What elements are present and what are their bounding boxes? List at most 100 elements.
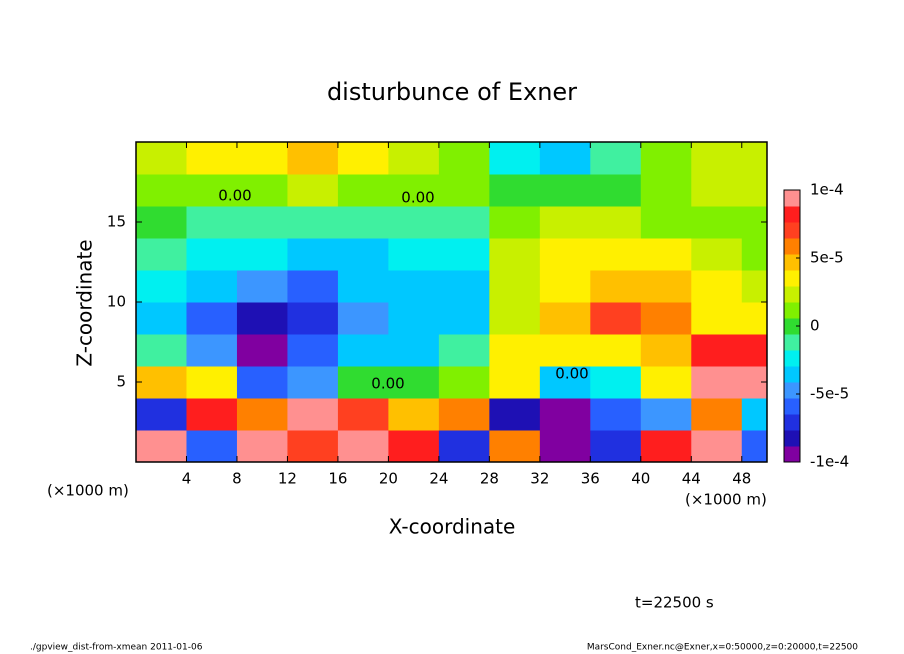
y-tick-label: 5: [116, 373, 126, 391]
cell: [337, 174, 389, 207]
cell: [388, 206, 440, 239]
cell: [186, 142, 238, 175]
cell: [287, 174, 339, 207]
x-tick-label: 8: [232, 470, 242, 488]
cell: [590, 174, 642, 207]
cell: [337, 398, 389, 431]
cell: [186, 302, 238, 335]
cell: [438, 270, 490, 303]
colorbar-band: [784, 190, 800, 207]
cell: [539, 334, 591, 367]
contour-label: 0.00: [371, 375, 404, 393]
cell: [489, 174, 541, 207]
colorbar-band: [784, 430, 800, 447]
y-tick-label: 15: [107, 213, 126, 231]
cell: [287, 270, 339, 303]
cell: [287, 142, 339, 175]
x-tick-label: 20: [379, 470, 398, 488]
cell: [489, 238, 541, 271]
cell: [388, 238, 440, 271]
cell: [388, 270, 440, 303]
cell: [287, 238, 339, 271]
cell: [136, 142, 187, 175]
cell: [186, 206, 238, 239]
cell: [287, 206, 339, 239]
cell: [640, 334, 692, 367]
cell: [136, 174, 187, 207]
x-tick-label: 16: [328, 470, 347, 488]
contour-label: 0.00: [555, 365, 588, 383]
cell: [438, 206, 490, 239]
x-tick-label: 36: [581, 470, 600, 488]
cell: [337, 430, 389, 462]
cell: [186, 174, 238, 207]
colorbar-band: [784, 270, 800, 287]
x-unit-label: (×1000 m): [47, 482, 129, 500]
y-tick-label: 10: [107, 293, 126, 311]
cell: [539, 398, 591, 431]
cell: [438, 238, 490, 271]
cell: [287, 302, 339, 335]
footer-right: MarsCond_Exner.nc@Exner,x=0:50000,z=0:20…: [587, 643, 858, 653]
cell: [337, 142, 389, 175]
cell: [640, 142, 692, 175]
cell: [438, 334, 490, 367]
cell: [691, 238, 743, 271]
cell: [438, 302, 490, 335]
cell: [590, 398, 642, 431]
x-unit-label: (×1000 m): [685, 491, 767, 509]
cell: [691, 430, 743, 462]
cell: [640, 206, 692, 239]
cell: [136, 302, 187, 335]
cell: [741, 430, 767, 462]
cell: [489, 206, 541, 239]
colorbar-tick-label: 1e-4: [810, 181, 844, 199]
cell: [337, 334, 389, 367]
x-tick-label: 32: [530, 470, 549, 488]
cell: [640, 302, 692, 335]
cell: [186, 430, 238, 462]
cell: [287, 430, 339, 462]
colorbar-band: [784, 206, 800, 223]
x-axis-label: X-coordinate: [389, 515, 516, 539]
cell: [539, 142, 591, 175]
colorbar-band: [784, 398, 800, 415]
cell: [741, 174, 767, 207]
cell: [136, 206, 187, 239]
colorbar-band: [784, 222, 800, 239]
cell: [337, 302, 389, 335]
cell: [691, 334, 743, 367]
cell: [590, 206, 642, 239]
colorbar-band: [784, 302, 800, 319]
y-axis-label: Z-coordinate: [73, 239, 97, 366]
cell: [539, 238, 591, 271]
x-tick-label: 12: [278, 470, 297, 488]
cell: [136, 270, 187, 303]
cell: [337, 270, 389, 303]
cell: [236, 366, 288, 399]
cell: [236, 206, 288, 239]
colorbar-tick-label: 5e-5: [810, 249, 844, 267]
cell: [236, 142, 288, 175]
cell: [388, 334, 440, 367]
cell: [640, 430, 692, 462]
cell: [590, 302, 642, 335]
x-tick-label: 44: [682, 470, 701, 488]
x-tick-label: 48: [732, 470, 751, 488]
colorbar-band: [784, 446, 800, 463]
cell: [186, 366, 238, 399]
cell: [136, 238, 187, 271]
cell: [640, 366, 692, 399]
colorbar-band: [784, 334, 800, 351]
cell: [337, 366, 389, 399]
x-tick-label: 40: [631, 470, 650, 488]
cell: [236, 270, 288, 303]
cell: [489, 430, 541, 462]
field: [136, 142, 767, 462]
cell: [489, 142, 541, 175]
cell: [741, 302, 767, 335]
time-label: t=22500 s: [635, 594, 714, 612]
cell: [136, 430, 187, 462]
colorbar-band: [784, 350, 800, 367]
contour-label: 0.00: [401, 189, 434, 207]
